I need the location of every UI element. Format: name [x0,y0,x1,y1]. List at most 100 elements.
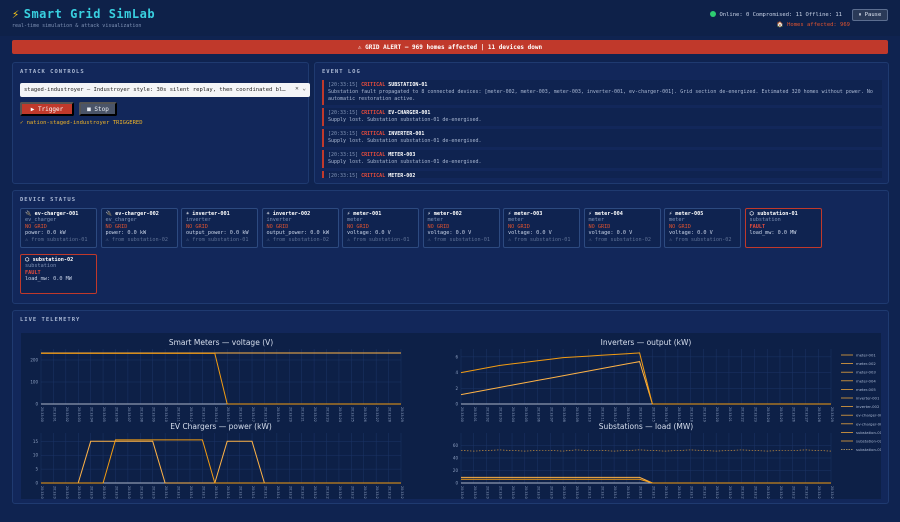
x-tick-label: 20:33:06 [537,486,541,499]
device-type-icon: ⚡ [347,211,351,217]
device-card[interactable]: ⬡ substation-02 substation FAULT load_mw… [20,254,97,294]
x-tick-label: 20:33:14 [214,486,218,499]
device-status-summary: Online: 0 Compromised: 11 Offline: 11 [710,11,842,18]
legend-entry: substation-01 °C [856,447,881,452]
x-tick-label: 20:33:24 [338,486,342,499]
x-tick-label: 20:33:13 [201,486,205,499]
event-log-title: EVENT LOG [322,69,361,75]
stop-button[interactable]: ■ Stop [79,102,117,116]
x-tick-label: 20:33:06 [114,407,118,422]
device-type: inverter [186,217,211,224]
chart-title: Substations — load (MW) [599,422,693,431]
log-timestamp: [20:33:15] [328,152,359,158]
x-tick-label: 20:33:06 [537,407,541,422]
x-tick-label: 20:33:26 [792,407,796,422]
x-tick-label: 20:33:01 [473,407,477,422]
y-tick-label: 5 [35,467,38,472]
log-device: INVERTER-001 [388,131,425,137]
x-tick-label: 20:33:10 [164,486,168,499]
y-tick-label: 10 [33,453,39,458]
log-severity: CRITICAL [361,173,386,178]
log-device: EV-CHARGER-001 [388,110,431,116]
x-tick-label: 20:33:19 [276,486,280,499]
x-tick-label: 20:33:25 [350,486,354,499]
x-tick-label: 20:33:22 [313,486,317,499]
x-tick-label: 20:33:18 [690,407,694,422]
device-status: NO GRID [266,223,289,230]
x-tick-label: 20:33:02 [65,486,69,499]
device-type-icon: 🔌 [105,211,112,217]
x-tick-label: 20:33:29 [400,407,404,422]
x-tick-label: 20:33:11 [600,486,604,499]
x-tick-label: 20:33:08 [562,486,566,499]
x-tick-label: 20:33:18 [263,407,267,422]
x-tick-label: 20:33:08 [139,407,143,422]
chart-title: Inverters — output (kW) [601,338,692,347]
event-log-list[interactable]: [20:33:15] CRITICAL SUBSTATION-01 Substat… [322,80,882,178]
device-card[interactable]: ⬡ substation-01 substation FAULT load_mw… [744,208,822,248]
clear-chevron-icon[interactable]: ✕ ⌄ [295,85,306,92]
device-reading: voltage: 0.0 V [427,230,472,237]
x-tick-label: 20:33:04 [511,407,515,422]
device-type-icon: ☀ [186,211,190,217]
x-tick-label: 20:33:00 [40,407,44,422]
device-status: NO GRID [669,223,691,230]
series-line [461,478,831,484]
device-source: ⚠ from substation-01 [508,236,571,243]
trigger-button[interactable]: ▶ Trigger [20,102,74,116]
x-tick-label: 20:33:29 [830,407,834,422]
x-tick-label: 20:33:14 [639,486,643,499]
device-card[interactable]: 🔌 ev-charger-002 ev_charger NO GRID powe… [100,208,178,248]
x-tick-label: 20:33:22 [313,407,317,422]
device-type-icon: ⚡ [588,211,592,217]
lightning-icon: ⚡ [12,7,20,21]
device-card[interactable]: ⚡ meter-002 meter NO GRID voltage: 0.0 V… [422,208,500,248]
device-card[interactable]: ⚡ meter-003 meter NO GRID voltage: 0.0 V… [503,208,580,248]
x-tick-label: 20:33:25 [779,407,783,422]
log-message: Supply lost. Substation substation-01 de… [328,159,482,165]
pause-button[interactable]: ⏸ Pause [852,9,888,21]
x-tick-label: 20:33:03 [77,486,81,499]
attack-scenario-select[interactable]: staged-industroyer — Industroyer style: … [20,83,310,97]
device-name: ☀ inverter-002 [266,211,311,217]
x-tick-label: 20:33:23 [753,486,757,499]
online-dot-icon [710,11,717,17]
device-status: FAULT [25,269,41,276]
device-card[interactable]: ⚡ meter-004 meter NO GRID voltage: 0.0 V… [583,208,661,248]
x-tick-label: 20:33:16 [239,407,243,422]
log-severity: CRITICAL [361,82,386,88]
log-device: METER-003 [388,152,416,158]
log-entry: [20:33:15] CRITICAL METER-003 Supply lost… [322,150,882,168]
legend-entry: ev-charger-001 [856,413,881,418]
y-tick-label: 0 [35,402,38,407]
x-tick-label: 20:33:02 [486,407,490,422]
device-card[interactable]: ☀ inverter-002 inverter NO GRID output_p… [261,208,339,248]
x-tick-label: 20:33:16 [239,486,243,499]
device-card[interactable]: 🔌 ev-charger-001 ev_charger NO GRID powe… [20,208,97,248]
device-type-icon: 🔌 [25,211,32,217]
telemetry-charts: Smart Meters — voltage (V) 0 100 200 20:33:0… [21,333,888,501]
device-status: NO GRID [186,223,208,230]
attack-controls-title: ATTACK CONTROLS [20,69,85,75]
device-name: ⚡ meter-004 [588,211,623,217]
device-status-panel: DEVICE STATUS 🔌 ev-charger-001 ev_charge… [12,190,889,304]
device-status: FAULT [749,223,766,230]
device-card[interactable]: ⚡ meter-005 meter NO GRID voltage: 0.0 V… [664,208,741,248]
x-tick-label: 20:33:07 [549,407,553,422]
device-card[interactable]: ☀ inverter-001 inverter NO GRID output_p… [181,208,258,248]
x-tick-label: 20:33:09 [152,486,156,499]
app-header: ⚡ Smart Grid SimLab real-time simulation … [0,0,900,36]
x-tick-label: 20:33:05 [524,486,528,499]
x-tick-label: 20:33:22 [741,407,745,422]
series-line [461,476,831,484]
series-line [460,361,831,405]
x-tick-label: 20:33:10 [164,407,168,422]
device-type: meter [588,217,605,224]
device-name: 🔌 ev-charger-001 [25,211,79,217]
device-status: NO GRID [105,223,128,230]
x-tick-label: 20:33:00 [460,407,464,422]
legend-entry: substation-02 [856,439,881,444]
device-card[interactable]: ⚡ meter-001 meter NO GRID voltage: 0.0 V… [342,208,419,248]
x-tick-label: 20:33:02 [65,407,69,422]
log-entry: [20:33:15] CRITICAL INVERTER-001 Supply l… [322,129,882,147]
